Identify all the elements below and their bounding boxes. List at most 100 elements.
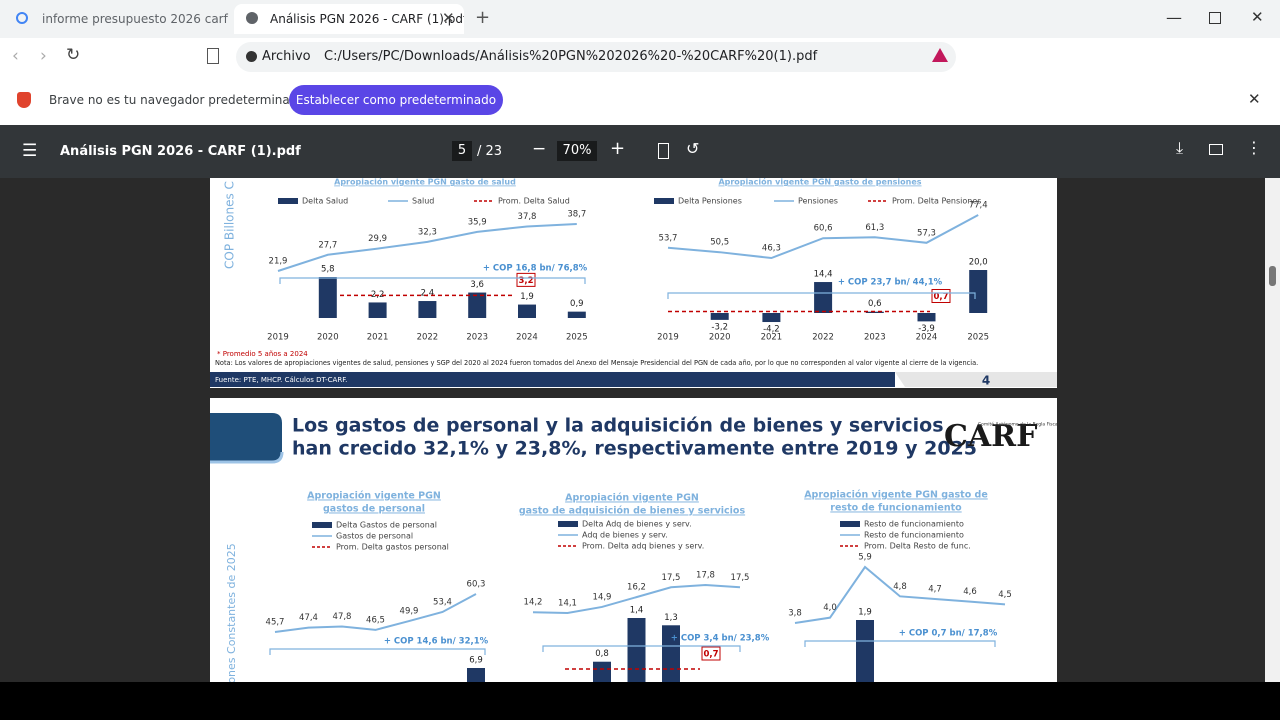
line-label: 4,0 [823, 603, 837, 613]
tab-close[interactable]: ✕ [442, 9, 455, 27]
rotate[interactable]: ↺ [686, 139, 700, 158]
x-tick-label: 2025 [967, 333, 989, 343]
forward[interactable]: › [40, 46, 47, 66]
slide-title: Los gastos de personal y la adquisición … [292, 415, 944, 437]
bar-label: 1,9 [858, 608, 872, 618]
line-label: 17,8 [696, 571, 715, 581]
bar [627, 618, 646, 682]
bar [917, 313, 936, 322]
line-label: 47,8 [333, 612, 352, 622]
maximize[interactable] [1209, 12, 1221, 24]
chart-title: Apropiación vigente PGN [565, 493, 699, 504]
menu[interactable]: ☰ [22, 141, 38, 161]
minimize[interactable]: — [1166, 8, 1182, 27]
line-label: 4,5 [998, 590, 1012, 600]
chart-title: Apropiación vigente PGN gasto de pension… [718, 177, 921, 187]
bar [865, 311, 884, 313]
line-label: 50,5 [710, 238, 729, 248]
line-series [277, 223, 577, 272]
brave-icon [17, 92, 31, 108]
average-label: 0,7 [703, 650, 718, 660]
close-window[interactable]: ✕ [1251, 8, 1264, 26]
line-series [794, 565, 1006, 624]
download[interactable]: ⤓ [1176, 138, 1184, 157]
more[interactable]: ⋮ [1246, 138, 1262, 157]
source: Fuente: PTE, MHCP. Cálculos DT-CARF. [215, 376, 347, 384]
scroll-thumb[interactable] [1269, 266, 1276, 286]
url-box[interactable]: Archivo C:/Users/PC/Downloads/Análisis%2… [236, 42, 956, 72]
tab[interactable]: informe presupuesto 2026 carf - Bus [6, 4, 230, 34]
line-label: 46,3 [762, 244, 781, 254]
line-label: 61,3 [865, 223, 884, 233]
chart-title: Apropiación vigente PGN gasto de [804, 490, 988, 501]
annotation: + COP 0,7 bn/ 17,8% [899, 629, 998, 639]
line-label: 53,7 [659, 233, 678, 243]
tab-active[interactable]: Análisis PGN 2026 - CARF (1).pdf [234, 4, 464, 34]
bar-label: 0,8 [595, 649, 609, 659]
reload[interactable]: ↻ [66, 45, 81, 65]
bar-label: -4,2 [763, 325, 780, 335]
annotation: + COP 14,6 bn/ 32,1% [384, 637, 489, 647]
fit[interactable] [658, 143, 669, 159]
footer-band-gray [895, 372, 1057, 387]
zoom-value: 70% [562, 143, 592, 158]
bar [468, 292, 487, 318]
line-label: 35,9 [468, 217, 487, 227]
legend-label: Delta Adq de bienes y serv. [582, 520, 692, 529]
line-label: 5,9 [858, 553, 872, 563]
x-tick-label: 2023 [466, 333, 488, 343]
line-label: 77,4 [969, 201, 988, 211]
line-label: 53,4 [433, 597, 452, 607]
chart-title: gastos de personal [323, 504, 425, 515]
rewards-icon[interactable] [932, 48, 948, 62]
logo: CARF [944, 419, 1037, 454]
bar [518, 304, 536, 318]
line-label: 38,7 [567, 210, 586, 220]
annotation: + COP 16,8 bn/ 76,8% [483, 264, 588, 274]
print[interactable] [1209, 144, 1223, 155]
x-tick-label: 2022 [417, 333, 439, 343]
line-label: 17,5 [731, 573, 750, 583]
line-label: 4,7 [928, 585, 942, 595]
scrollbar [1265, 178, 1280, 682]
url: C:/Users/PC/Downloads/Análisis%20PGN%202… [324, 49, 818, 64]
bar-label: 2,4 [421, 289, 435, 299]
legend-label: Adq de bienes y serv. [582, 531, 668, 540]
bar [318, 277, 337, 318]
x-tick-label: 2025 [566, 333, 588, 343]
back[interactable]: ‹ [12, 46, 19, 66]
line-label: 17,5 [662, 573, 681, 583]
doc-title: Análisis PGN 2026 - CARF (1).pdf [60, 144, 301, 159]
line-label: 49,9 [400, 607, 419, 617]
footnote: * Promedio 5 años a 2024 [217, 350, 308, 358]
tab-icon [246, 12, 258, 24]
legend-label: Prom. Delta gastos personal [336, 543, 449, 552]
bookmark[interactable] [207, 48, 219, 64]
x-tick-label: 2024 [916, 333, 938, 343]
bar [969, 270, 988, 313]
default-button[interactable]: Establecer como predeterminado [289, 85, 503, 115]
line-label: 57,3 [917, 228, 936, 238]
bar [418, 301, 437, 318]
bar-label: 1,9 [520, 292, 534, 302]
line-label: 32,3 [418, 227, 437, 237]
bracket [279, 277, 586, 284]
zoom-input[interactable]: 70% [557, 141, 597, 161]
taskbar [0, 682, 1280, 720]
page-input[interactable]: 5 [452, 141, 472, 161]
bracket [542, 645, 741, 652]
banner-close[interactable]: ✕ [1248, 90, 1261, 108]
legend-label: Prom. Delta Resto de func. [864, 542, 971, 551]
zoom-in[interactable]: + [610, 138, 626, 159]
new-tab[interactable]: + [475, 7, 491, 28]
bar [368, 302, 387, 318]
bar [567, 311, 586, 318]
bar-label: -3,9 [918, 324, 935, 334]
logo-caption: Comité Autónomo de la Regla Fiscal [978, 421, 1059, 428]
line-label: 60,3 [467, 580, 486, 590]
zoom-out[interactable]: − [532, 139, 547, 159]
pages: COP Billones C * Promedio 5 años a 2024 … [210, 177, 1059, 682]
info-icon [246, 51, 257, 62]
